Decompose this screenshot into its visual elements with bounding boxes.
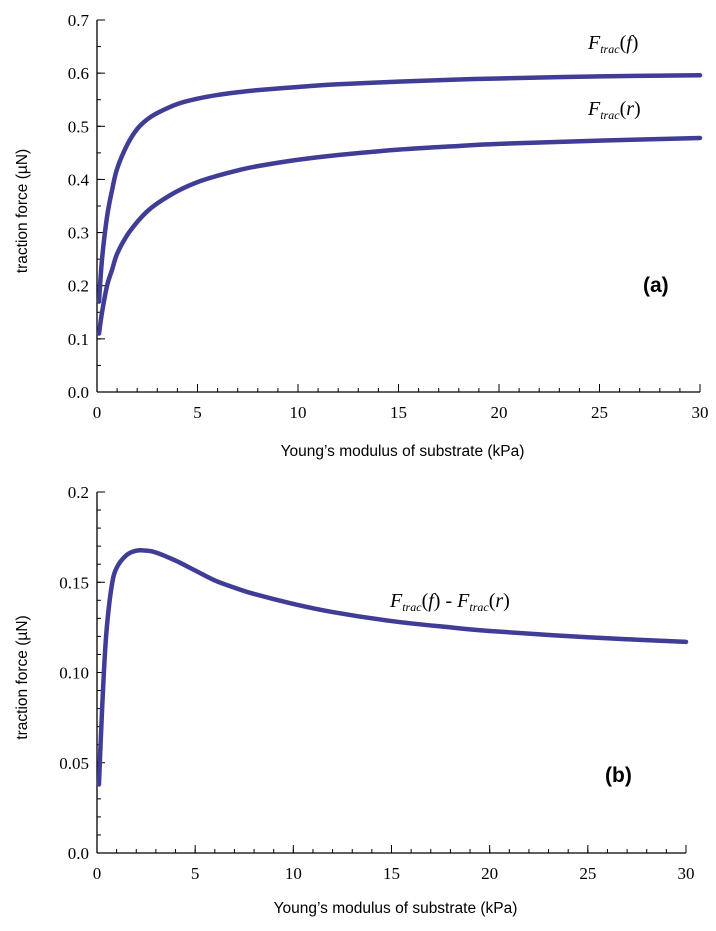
x-tick-label: 5 — [191, 864, 200, 883]
x-tick-label: 10 — [290, 403, 307, 422]
x-tick-label: 30 — [678, 864, 695, 883]
chart-panel-a: 0.0 0.1 0.2 0.3 0.4 0.5 0.6 0.7 0 5 10 15 20 25 30 Youn… — [14, 11, 709, 460]
x-tick-label: 0 — [93, 864, 102, 883]
x-tick-label: 15 — [383, 864, 400, 883]
x-tick-label: 20 — [481, 864, 498, 883]
series-line-1-0 — [96, 548, 689, 787]
y-tick-label: 0.2 — [68, 277, 89, 296]
x-tick-label: 25 — [591, 403, 608, 422]
panel-label: (b) — [605, 764, 632, 787]
x-tick-label: 10 — [285, 864, 302, 883]
chart-panel-b: 0.0 0.05 0.10 0.15 0.2 0 5 10 15 20 25 30 Young’s mo… — [14, 483, 695, 917]
y-axis-title: traction force (µN) — [14, 149, 31, 273]
y-tick-label: 0.0 — [68, 844, 89, 863]
panel-label: (a) — [643, 274, 669, 297]
series-label: Ftrac(f) - Ftrac(r) — [389, 590, 510, 614]
x-axis-title: Young’s modulus of substrate (kPa) — [281, 443, 525, 460]
x-tick-label: 30 — [692, 403, 709, 422]
x-tick-label: 20 — [491, 403, 508, 422]
series-line-0-1 — [96, 135, 703, 336]
y-tick-label: 0.05 — [59, 754, 89, 773]
series-label: Ftrac(r) — [587, 98, 641, 122]
series-line-0-0 — [96, 73, 703, 304]
y-tick-label: 0.0 — [68, 383, 89, 402]
y-tick-label: 0.15 — [59, 573, 89, 592]
y-tick-label: 0.10 — [59, 664, 89, 683]
x-tick-label: 25 — [579, 864, 596, 883]
y-tick-label: 0.4 — [68, 170, 90, 189]
x-tick-label: 0 — [93, 403, 102, 422]
x-tick-label: 5 — [193, 403, 202, 422]
y-tick-label: 0.3 — [68, 224, 89, 243]
y-tick-label: 0.2 — [68, 483, 89, 502]
y-tick-label: 0.7 — [68, 11, 90, 30]
x-tick-label: 15 — [390, 403, 407, 422]
x-axis-title: Young’s modulus of substrate (kPa) — [274, 900, 518, 917]
y-tick-label: 0.5 — [68, 117, 89, 136]
y-tick-label: 0.6 — [68, 64, 89, 83]
y-axis-title: traction force (µN) — [14, 615, 31, 739]
series-label: Ftrac(f) — [587, 32, 638, 56]
y-tick-label: 0.1 — [68, 330, 89, 349]
